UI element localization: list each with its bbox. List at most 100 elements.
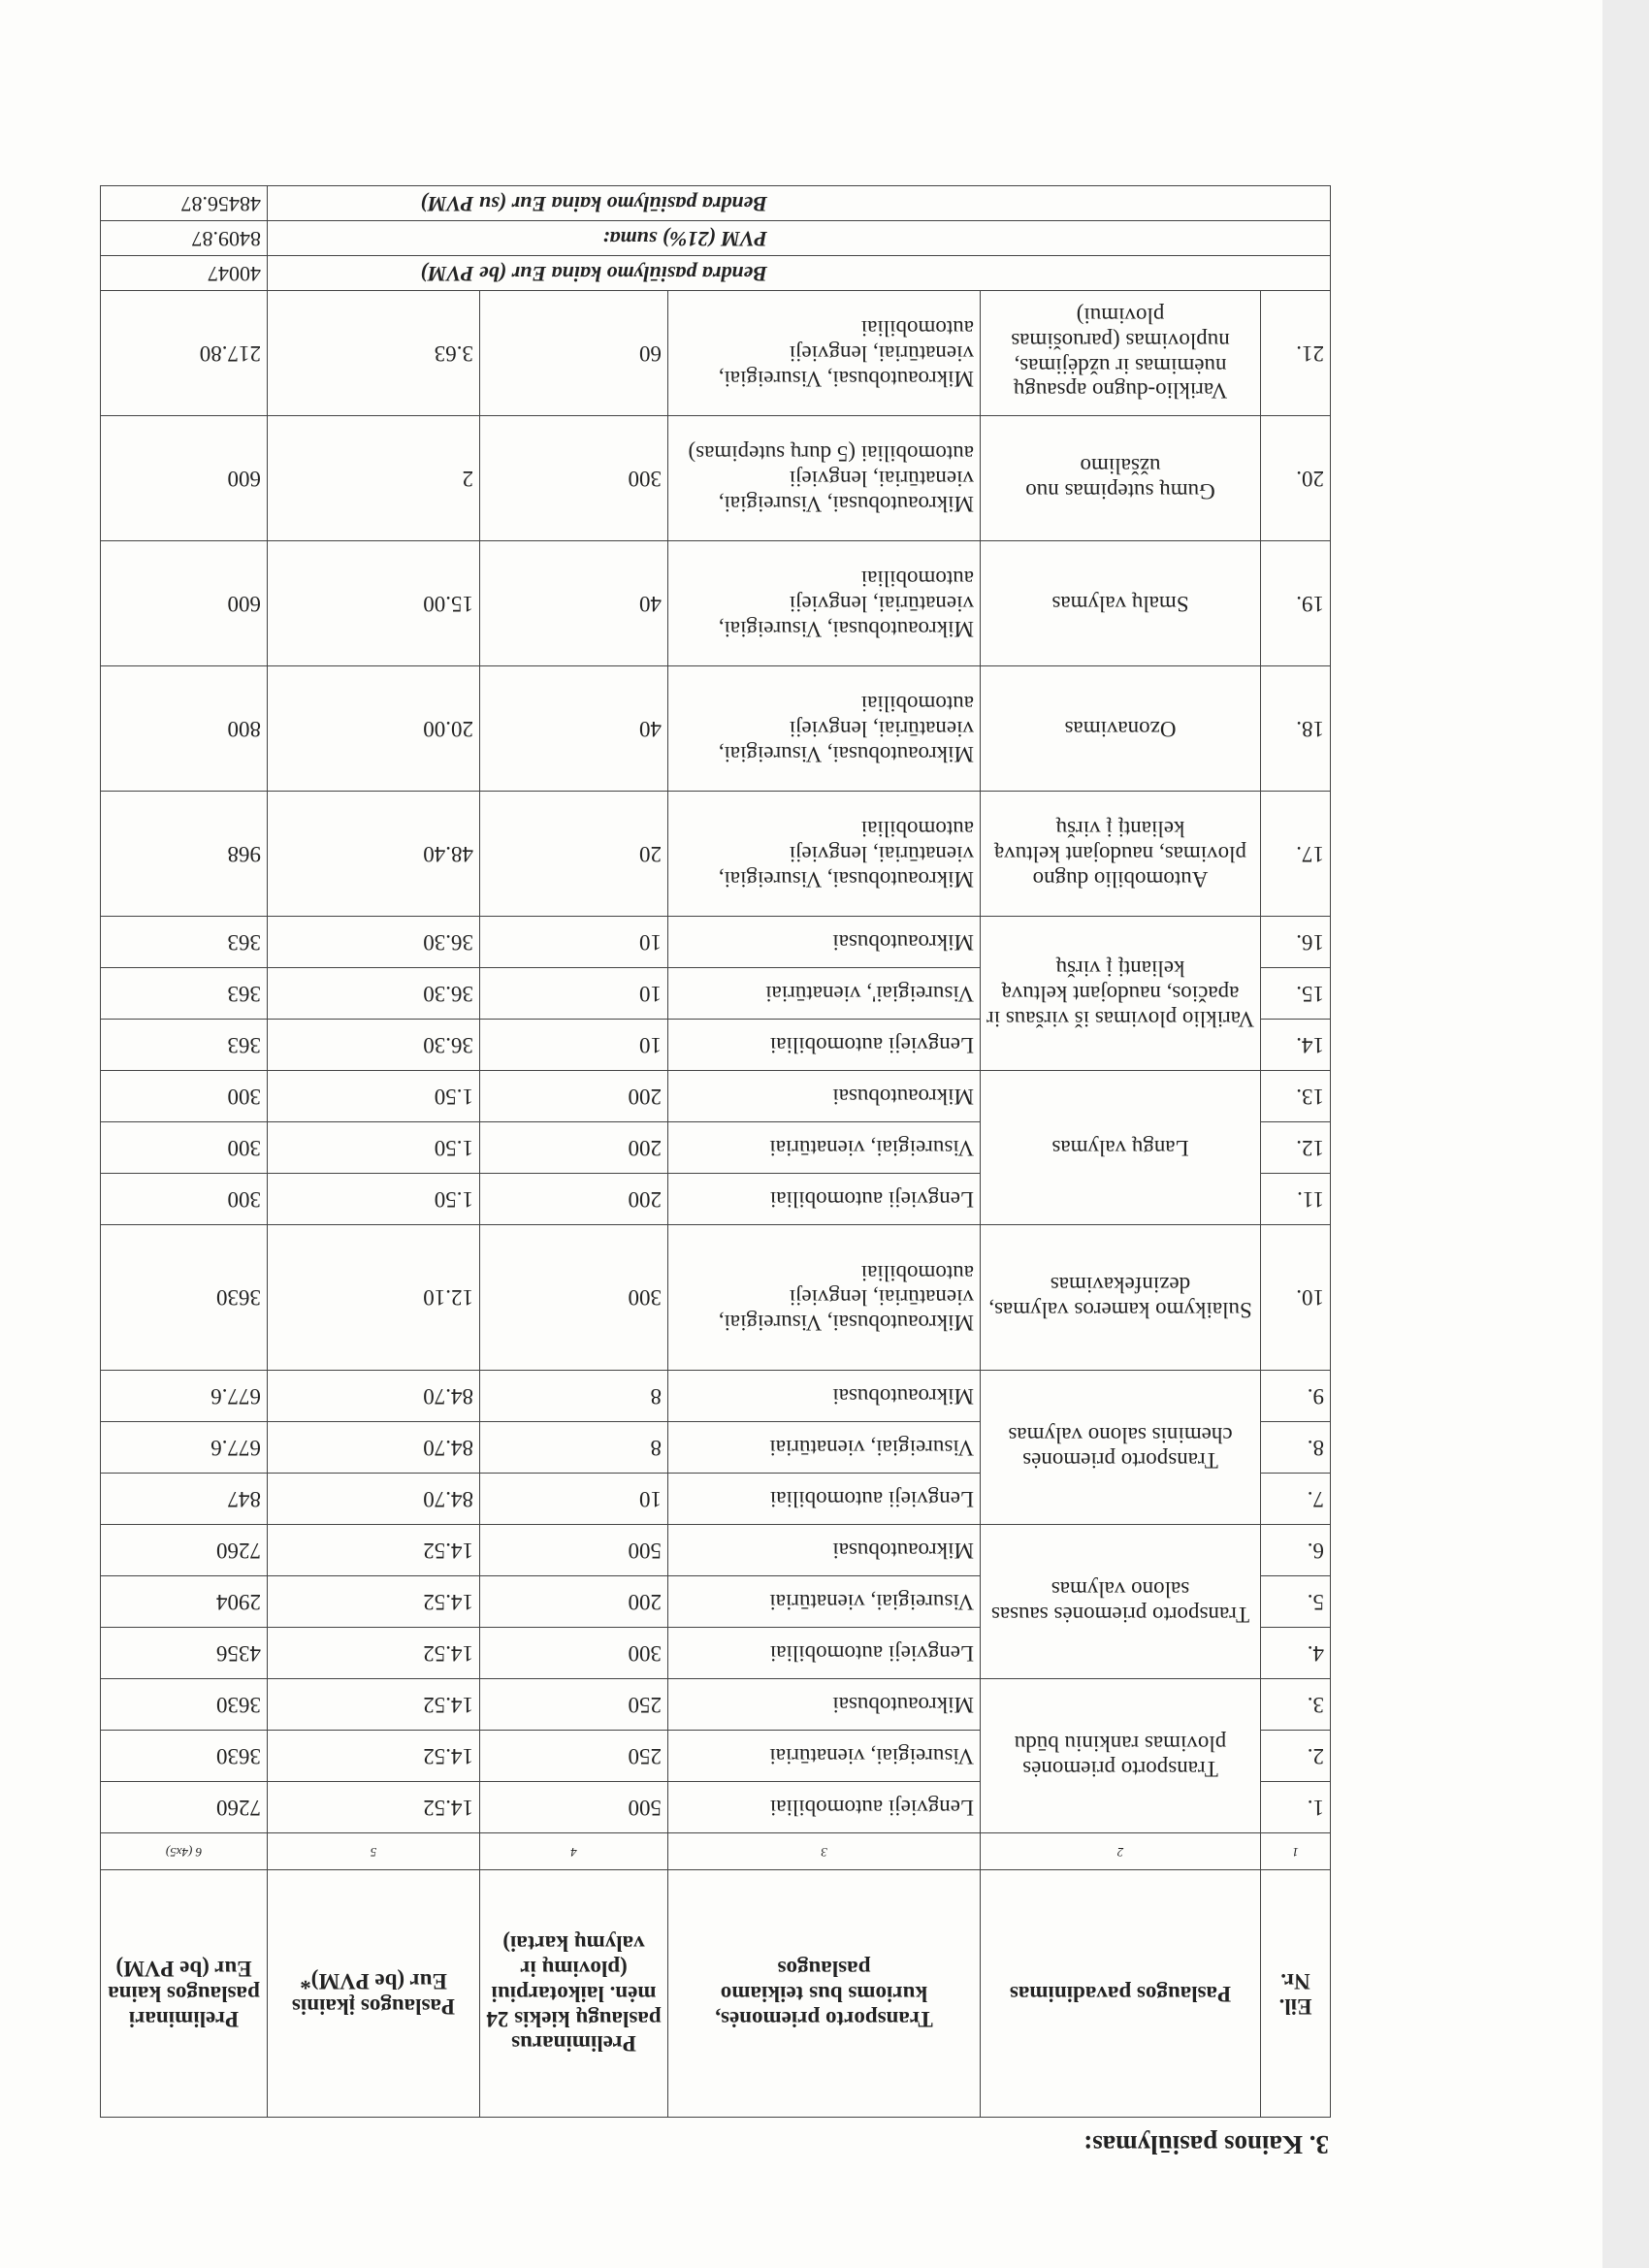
row-number: 14. [1260, 1019, 1331, 1071]
row-number: 8. [1260, 1421, 1331, 1474]
row-total: 800 [100, 665, 268, 792]
price-table: Eil. Nr. Paslaugos pavadinimas Transport… [100, 185, 1331, 2118]
row-number: 12. [1260, 1121, 1331, 1174]
row-total: 300 [100, 1121, 268, 1174]
quantity: 200 [479, 1070, 668, 1122]
row-total: 300 [100, 1173, 268, 1225]
row-total: 3630 [100, 1730, 268, 1782]
totals-label: Bendra pasiūlymo kaina Eur (su PVM) [267, 185, 1331, 221]
service-name: Variklio plovimas iš viršaus ir apačios,… [980, 916, 1261, 1071]
quantity: 10 [479, 916, 668, 968]
row-total: 677.6 [100, 1421, 268, 1474]
vehicle-types: Mikroautobusai [667, 1524, 981, 1576]
header-vehicles: Transporto priemonės, kurioms bus teikia… [667, 1869, 981, 2118]
unit-price: 12.10 [267, 1224, 480, 1371]
vehicle-types: Mikroautobusai [667, 1370, 981, 1422]
unit-price: 48.40 [267, 791, 480, 917]
row-total: 847 [100, 1473, 268, 1525]
row-total: 7260 [100, 1781, 268, 1833]
quantity: 300 [479, 415, 668, 541]
unit-price: 36.30 [267, 1019, 480, 1071]
table-row: 20. Gumų sutepimas nuo užšalimo Mikroautob… [100, 415, 1331, 541]
row-number: 17. [1260, 791, 1331, 917]
vehicle-types: Lengvieji automobiliai [667, 1781, 981, 1833]
unit-price: 14.52 [267, 1678, 480, 1731]
table-row: 1. Transporto priemonės plovimas rankiniu… [100, 1678, 1331, 1833]
quantity: 500 [479, 1524, 668, 1576]
table-row: 14. Variklio plovimas iš viršaus ir apači… [100, 916, 1331, 1071]
row-total: 4356 [100, 1627, 268, 1679]
column-number: 3 [667, 1832, 981, 1870]
row-number: 11. [1260, 1173, 1331, 1225]
row-number: 19. [1260, 540, 1331, 666]
unit-price: 84.70 [267, 1370, 480, 1422]
row-number: 20. [1260, 415, 1331, 541]
vehicle-types: Lengvieji automobiliai [667, 1473, 981, 1525]
vehicle-types: Mikroautobusai, Visureigiai, vienatūriai… [667, 540, 981, 666]
unit-price: 84.70 [267, 1421, 480, 1474]
vehicle-types: Mikroautobusai [667, 1070, 981, 1122]
header-nr: Eil. Nr. [1260, 1869, 1331, 2118]
row-number: 16. [1260, 916, 1331, 968]
row-total: 363 [100, 916, 268, 968]
quantity: 200 [479, 1575, 668, 1628]
row-number: 3. [1260, 1678, 1331, 1731]
vehicle-types: Mikroautobusai [667, 916, 981, 968]
table-row: 11. Langų valymas Lengvieji automobiliai 20… [100, 1070, 1331, 1225]
unit-price: 3.63 [267, 290, 480, 416]
totals-label: PVM (21%) suma: [267, 220, 1331, 256]
row-total: 363 [100, 967, 268, 1020]
vehicle-types: Visureigiai, vienatūriai [667, 1421, 981, 1474]
table-row: 4. Transporto priemonės sausas salono val… [100, 1524, 1331, 1679]
quantity: 500 [479, 1781, 668, 1833]
vehicle-types: Lengvieji automobiliai [667, 1019, 981, 1071]
table-row: 21. Variklio-dugno apsaugų nuėmimas ir už… [100, 290, 1331, 416]
row-total: 2904 [100, 1575, 268, 1628]
unit-price: 1.50 [267, 1121, 480, 1174]
service-name: Variklio-dugno apsaugų nuėmimas ir uždėj… [980, 290, 1261, 416]
table-row: 18. Ozonavimas Mikroautobusai, Visureigiai… [100, 665, 1331, 792]
scan-edge [1602, 0, 1649, 2268]
row-total: 363 [100, 1019, 268, 1071]
vehicle-types: Visureigiai, vienatūriai [667, 1730, 981, 1782]
service-name: Transporto priemonės sausas salono valym… [980, 1524, 1261, 1679]
row-total: 217.80 [100, 290, 268, 416]
row-total: 677.6 [100, 1370, 268, 1422]
unit-price: 36.30 [267, 967, 480, 1020]
quantity: 10 [479, 1473, 668, 1525]
header-row: Eil. Nr. Paslaugos pavadinimas Transport… [100, 1869, 1331, 2118]
row-number: 15. [1260, 967, 1331, 1020]
column-number: 1 [1260, 1832, 1331, 1870]
vehicle-types: Visureigiai, vienatūriai [667, 1121, 981, 1174]
quantity: 20 [479, 791, 668, 917]
column-number: 4 [479, 1832, 668, 1870]
header-total: Preliminari paslaugos kaina Eur (be PVM) [100, 1869, 268, 2118]
quantity: 300 [479, 1224, 668, 1371]
totals-label: Bendra pasiūlymo kaina Eur (be PVM) [267, 255, 1331, 291]
unit-price: 1.50 [267, 1173, 480, 1225]
column-number: 5 [267, 1832, 480, 1870]
quantity: 8 [479, 1370, 668, 1422]
quantity: 60 [479, 290, 668, 416]
unit-price: 20.00 [267, 665, 480, 792]
header-service: Paslaugos pavadinimas [980, 1869, 1261, 2118]
quantity: 40 [479, 665, 668, 792]
vehicle-types: Lengvieji automobiliai [667, 1173, 981, 1225]
service-name: Ozonavimas [980, 665, 1261, 792]
row-total: 600 [100, 540, 268, 666]
service-name: Sulaikymo kameros valymas, dezinfekavima… [980, 1224, 1261, 1371]
vehicle-types: Mikroautobusai, Visureigiai, vienatūriai… [667, 1224, 981, 1371]
row-number: 7. [1260, 1473, 1331, 1525]
vehicle-types: Lengvieji automobiliai [667, 1627, 981, 1679]
unit-price: 14.52 [267, 1781, 480, 1833]
row-number: 18. [1260, 665, 1331, 792]
service-name: Langų valymas [980, 1070, 1261, 1225]
unit-price: 14.52 [267, 1730, 480, 1782]
section-title: 3. Kainos pasiūlymas: [1083, 2130, 1329, 2159]
totals-row: PVM (21%) suma: 8409.87 [100, 220, 1331, 256]
column-number: 6 (4x5) [100, 1832, 268, 1870]
quantity: 200 [479, 1121, 668, 1174]
header-unit-price: Paslaugos įkainis Eur (be PVM)* [267, 1869, 480, 2118]
quantity: 10 [479, 967, 668, 1020]
